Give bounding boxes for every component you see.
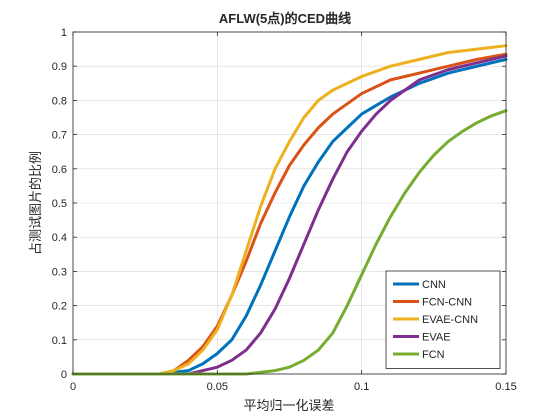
axes: 0 0.05 0.1 0.15 0 0.1 0.2 0.3 0.4 0.5 0.6 0.7 0.8 0.9… <box>52 27 517 393</box>
y-tick-label: 0.7 <box>52 130 67 142</box>
y-tick-label: 0.8 <box>52 95 67 107</box>
legend-label-evae-cnn: EVAE-CNN <box>422 314 478 326</box>
x-axis-title: 平均归一化误差 <box>243 398 334 413</box>
x-tick-label: 0 <box>70 381 76 393</box>
y-tick-label: 0.1 <box>52 335 67 347</box>
series-line-evae <box>71 54 508 376</box>
legend-label-fcn: FCN <box>422 349 445 361</box>
legend-label-fcn-cnn: FCN-CNN <box>422 297 472 309</box>
legend: CNN FCN-CNN EVAE-CNN EVAE FCN <box>385 270 501 369</box>
y-tick-label: 0.3 <box>52 266 67 278</box>
y-tick-label: 1 <box>61 27 67 39</box>
y-tick-label: 0.2 <box>52 301 67 313</box>
y-tick-label: 0.5 <box>52 198 67 210</box>
x-tick-label: 0.15 <box>495 381 516 393</box>
series-line-fcn-cnn <box>71 52 508 376</box>
series-line-fcn <box>71 109 508 376</box>
y-tick-label: 0.9 <box>52 61 67 73</box>
series-line-cnn <box>71 57 508 376</box>
y-tick-label: 0 <box>61 369 67 381</box>
y-axis-title: 占测试图片的比例 <box>28 151 43 255</box>
series-lines <box>71 44 508 376</box>
series-line-evae-cnn <box>71 44 508 376</box>
x-tick-label: 0.05 <box>207 381 228 393</box>
legend-label-cnn: CNN <box>422 279 446 291</box>
chart-title: AFLW(5点)的CED曲线 <box>219 11 351 26</box>
y-tick-label: 0.4 <box>52 232 67 244</box>
x-tick-label: 0.1 <box>354 381 369 393</box>
legend-label-evae: EVAE <box>422 332 451 344</box>
y-tick-label: 0.6 <box>52 164 67 176</box>
